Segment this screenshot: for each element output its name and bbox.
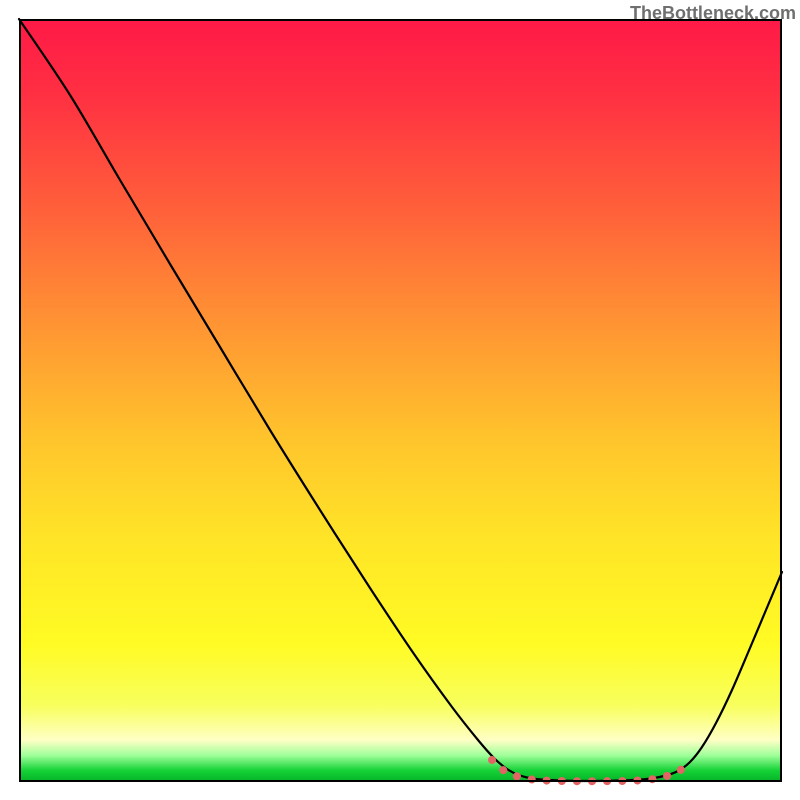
- plot-border: [19, 19, 782, 782]
- watermark-label: TheBottleneck.com: [630, 3, 796, 24]
